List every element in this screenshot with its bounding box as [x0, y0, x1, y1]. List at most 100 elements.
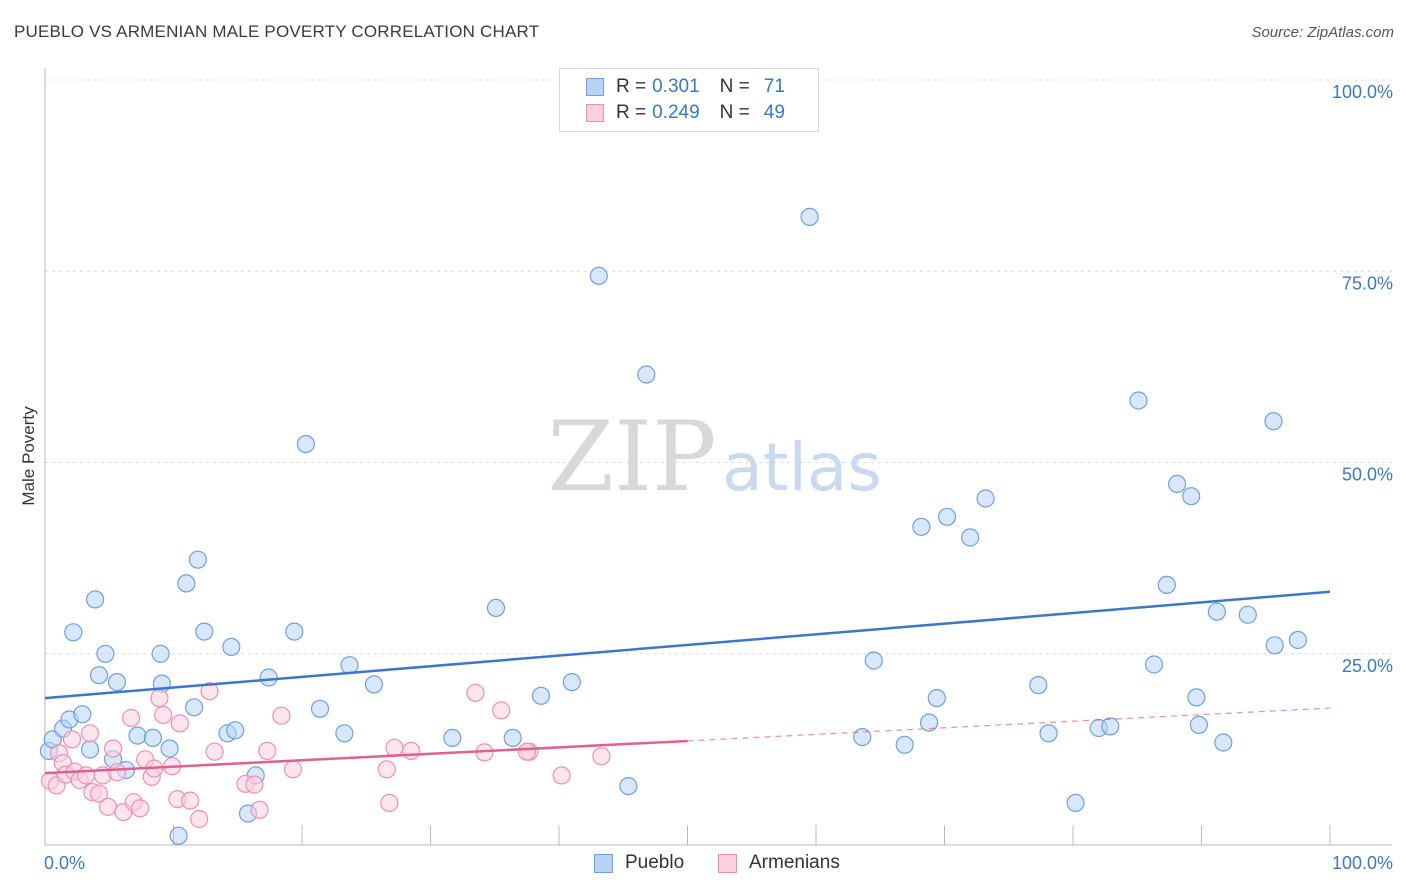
pueblo-point [1066, 793, 1085, 813]
armenians-point [62, 730, 82, 749]
pueblo-point [85, 590, 105, 609]
pueblo-point [1187, 688, 1206, 707]
legend-row-pueblo: R = 0.301 N = 71 [586, 75, 785, 99]
chart-title: PUEBLO VS ARMENIAN MALE POVERTY CORRELAT… [14, 22, 540, 41]
armenians-point [154, 705, 173, 725]
grid-lines [45, 79, 1392, 655]
pueblo-point [226, 721, 245, 740]
armenians-point [272, 706, 291, 725]
armenians-point [205, 742, 224, 761]
x-tick-labels: 0.0% 100.0% [44, 853, 1393, 873]
pueblo-point [296, 435, 315, 454]
armenians-point [402, 741, 421, 761]
pueblo-point [285, 622, 304, 641]
pueblo-point [976, 489, 995, 508]
pueblo-point [1144, 655, 1164, 674]
pueblo-point [589, 266, 608, 285]
armenians-point [200, 682, 219, 701]
pueblo-point [177, 574, 196, 593]
pueblo-point [637, 365, 656, 384]
legend-swatch-armenians [586, 104, 604, 122]
y-tick-labels: 25.0% 50.0% 75.0% 100.0% [1332, 82, 1393, 676]
pueblo-point [143, 728, 162, 748]
pueblo-point [1288, 630, 1308, 650]
pueblo-point [310, 699, 330, 718]
bottom-legend-armenians: Armenians [718, 852, 840, 874]
legend-swatch-pueblo [586, 78, 604, 96]
pueblo-point [1207, 602, 1227, 621]
pueblo-point [912, 517, 931, 536]
pueblo-point [937, 507, 957, 526]
pueblo-point [151, 644, 170, 663]
pueblo-point [1039, 724, 1058, 743]
pueblo-point [800, 207, 819, 226]
pueblo-swatch [594, 853, 613, 873]
pueblo-point [1214, 733, 1233, 752]
armenians-point [377, 760, 396, 779]
armenians-point [190, 809, 209, 829]
x-tick-label-max: 100.0% [1332, 853, 1393, 873]
armenians-trend-dashed [687, 707, 1331, 742]
pueblo-point [107, 672, 127, 692]
armenians-point [80, 724, 100, 743]
pueblo-point [919, 713, 939, 732]
pueblo-point [185, 698, 204, 717]
legend-row-armenians: R = 0.249 N = 49 [586, 101, 785, 125]
pueblo-point [188, 550, 207, 569]
pueblo-point [89, 666, 109, 685]
axes [44, 68, 1392, 846]
watermark-zip: ZIP [547, 401, 716, 513]
watermark-atlas: atlas [722, 429, 882, 506]
pueblo-point [160, 739, 179, 758]
pueblo-point [895, 735, 914, 754]
pueblo-point [562, 672, 582, 692]
legend-n-value: 71 [763, 76, 785, 97]
pueblo-point [486, 598, 506, 618]
trend-lines [44, 590, 1331, 775]
pueblo-point [1189, 715, 1209, 735]
armenians-point [552, 766, 571, 785]
armenians-point [385, 738, 404, 757]
watermark: ZIP atlas [547, 401, 881, 513]
pueblo-point [96, 644, 115, 663]
armenians-point [170, 714, 189, 733]
armenians-point [258, 741, 277, 761]
pueblo-point [864, 651, 883, 670]
legend-r-value: 0.301 [652, 76, 700, 97]
pueblo-point [1264, 412, 1283, 431]
pueblo-point [961, 528, 980, 547]
armenians-label: Armenians [749, 852, 840, 873]
armenians-point [76, 766, 96, 785]
pueblo-point [340, 656, 359, 675]
legend-n-value: 49 [763, 102, 785, 123]
pueblo-point [531, 686, 551, 705]
armenians-point [181, 791, 200, 810]
pueblo-point [259, 668, 278, 687]
armenians-point [103, 739, 123, 758]
pueblo-point [64, 623, 83, 642]
y-tick-label: 50.0% [1342, 465, 1393, 485]
pueblo-point [73, 705, 92, 724]
armenians-point [592, 747, 611, 766]
pueblo-point [1101, 717, 1120, 736]
data-points [39, 207, 1308, 845]
pueblo-point [853, 727, 872, 747]
pueblo-label: Pueblo [625, 852, 685, 873]
pueblo-point [335, 724, 354, 743]
source-label: Source: ZipAtlas.com [1251, 24, 1394, 41]
pueblo-point [1167, 474, 1187, 493]
armenians-point [517, 742, 537, 761]
armenians-point [250, 800, 269, 819]
x-tick-label-min: 0.0% [44, 853, 85, 873]
legend-r-label: R = [616, 102, 647, 123]
pueblo-point [195, 622, 214, 641]
y-axis-label: Male Poverty [19, 406, 38, 506]
pueblo-point [927, 688, 946, 708]
y-tick-label: 100.0% [1332, 82, 1393, 102]
armenians-trend-line [44, 739, 688, 775]
bottom-legend-pueblo: Pueblo [594, 852, 684, 874]
pueblo-point [619, 776, 638, 796]
armenians-point [107, 763, 127, 782]
pueblo-point [222, 637, 241, 657]
